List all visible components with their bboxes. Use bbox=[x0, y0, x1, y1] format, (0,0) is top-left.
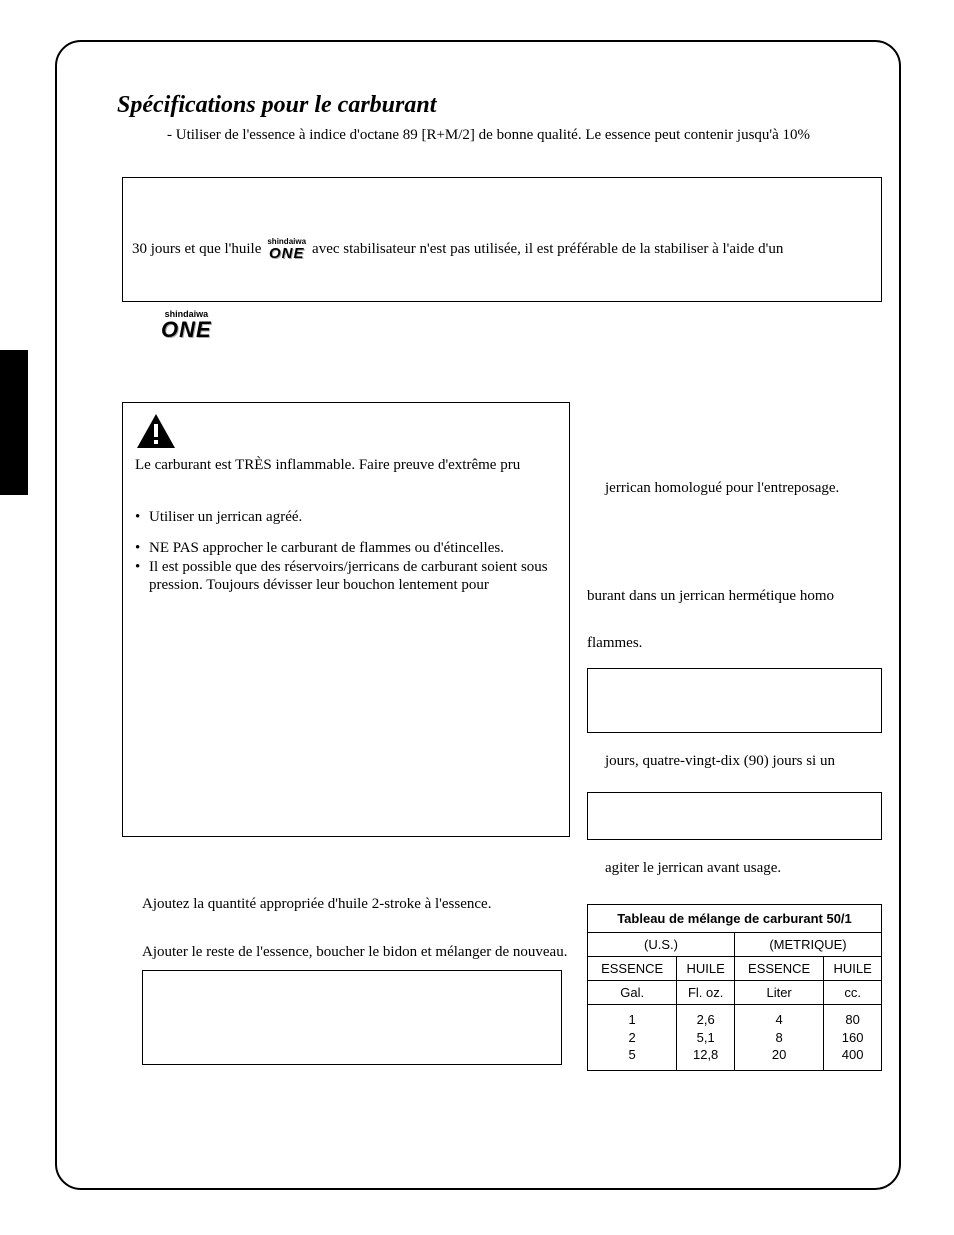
note-post: avec stabilisateur n'est pas utilisée, i… bbox=[312, 241, 783, 258]
warning-icon bbox=[135, 412, 177, 450]
note-box-top-text: 30 jours et que l'huile shindaiwa ONE av… bbox=[132, 238, 783, 261]
warning-list: •Utiliser un jerrican agréé. •NE PAS app… bbox=[135, 508, 565, 595]
right-text: agiter le jerrican avant usage. bbox=[605, 859, 781, 878]
mix-table: Tableau de mélange de carburant 50/1 (U.… bbox=[587, 904, 882, 1071]
list-text: Utiliser un jerrican agréé. bbox=[149, 508, 302, 527]
page-frame: Spécifications pour le carburant - Utili… bbox=[55, 40, 901, 1190]
list-item: •NE PAS approcher le carburant de flamme… bbox=[135, 539, 565, 558]
table-unit: cc. bbox=[824, 981, 882, 1005]
list-item: •Utiliser un jerrican agréé. bbox=[135, 508, 565, 527]
right-text: jerrican homologué pour l'entreposage. bbox=[605, 479, 839, 498]
table-unit: Gal. bbox=[588, 981, 677, 1005]
page-title: Spécifications pour le carburant bbox=[117, 92, 436, 119]
right-box-b bbox=[587, 792, 882, 840]
logo-one-text: ONE bbox=[161, 319, 212, 341]
side-tab bbox=[0, 350, 28, 495]
right-box-a bbox=[587, 668, 882, 733]
list-text: Il est possible que des réservoirs/jerri… bbox=[149, 558, 565, 596]
intro-text: - Utiliser de l'essence à indice d'octan… bbox=[167, 127, 810, 144]
right-text: flammes. bbox=[587, 634, 642, 653]
note-pre: 30 jours et que l'huile bbox=[132, 241, 261, 258]
mix-instruction: Ajouter le reste de l'essence, boucher l… bbox=[142, 944, 567, 961]
table-header: (U.S.) bbox=[588, 933, 735, 957]
list-text: NE PAS approcher le carburant de flammes… bbox=[149, 539, 504, 558]
table-cell: 4820 bbox=[734, 1005, 823, 1071]
one-logo: shindaiwa ONE bbox=[161, 310, 212, 341]
mix-box bbox=[142, 970, 562, 1065]
table-header: ESSENCE bbox=[734, 957, 823, 981]
content: Spécifications pour le carburant - Utili… bbox=[57, 42, 899, 1188]
right-text: jours, quatre-vingt-dix (90) jours si un bbox=[605, 752, 835, 771]
table-cell: 80160400 bbox=[824, 1005, 882, 1071]
warning-lead: Le carburant est TRÈS inflammable. Faire… bbox=[135, 456, 565, 475]
mix-instruction: Ajoutez la quantité appropriée d'huile 2… bbox=[142, 896, 491, 913]
table-cell: 125 bbox=[588, 1005, 677, 1071]
list-item: •Il est possible que des réservoirs/jerr… bbox=[135, 558, 565, 596]
table-header: (METRIQUE) bbox=[734, 933, 881, 957]
logo-one-text: ONE bbox=[269, 246, 305, 261]
table-header: HUILE bbox=[677, 957, 735, 981]
right-text: burant dans un jerrican hermétique homo bbox=[587, 587, 834, 606]
table-unit: Liter bbox=[734, 981, 823, 1005]
one-logo-inline: shindaiwa ONE bbox=[267, 238, 306, 261]
table-unit: Fl. oz. bbox=[677, 981, 735, 1005]
table-header: HUILE bbox=[824, 957, 882, 981]
table-cell: 2,65,112,8 bbox=[677, 1005, 735, 1071]
table-title: Tableau de mélange de carburant 50/1 bbox=[588, 905, 882, 933]
table-header: ESSENCE bbox=[588, 957, 677, 981]
